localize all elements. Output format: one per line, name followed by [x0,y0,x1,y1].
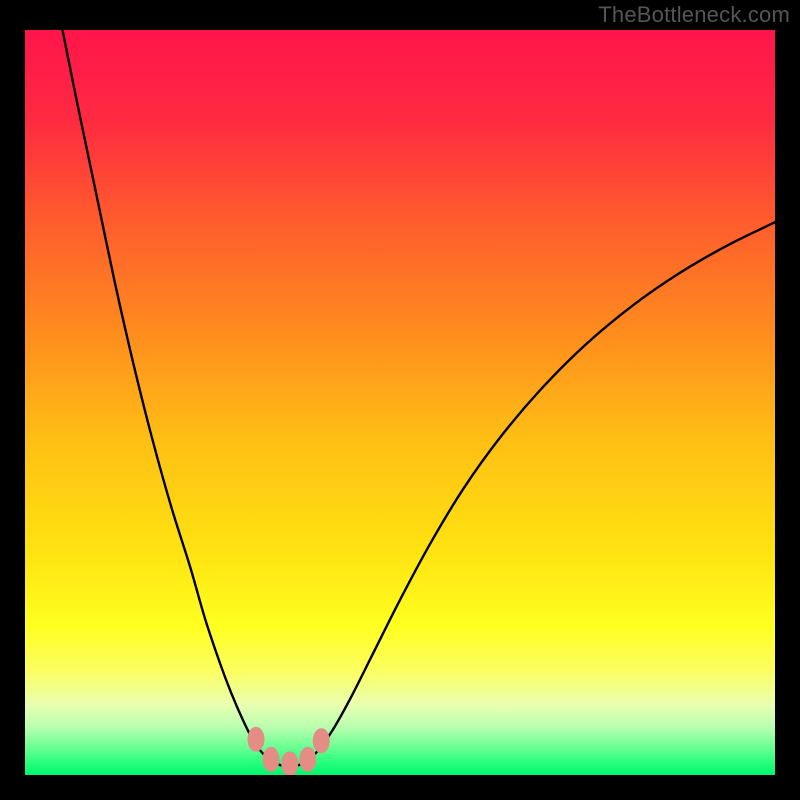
curve-marker [263,747,279,771]
curve-marker [248,727,264,751]
chart-frame: TheBottleneck.com [0,0,800,800]
watermark-text: TheBottleneck.com [598,2,790,28]
plot-area [25,30,775,775]
curve-overlay [25,30,775,775]
curve-marker [300,747,316,771]
bottleneck-curve [63,30,776,767]
curve-marker [282,752,298,775]
curve-marker [313,729,329,753]
